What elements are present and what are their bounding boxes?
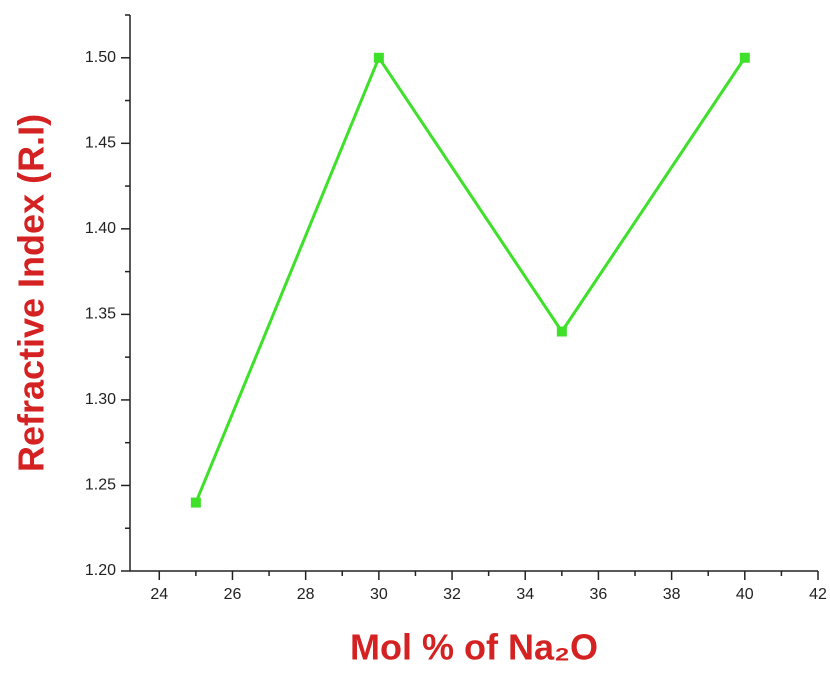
- y-tick-label: 1.35: [85, 306, 116, 323]
- y-tick-label: 1.45: [85, 135, 116, 152]
- x-tick-label: 40: [736, 586, 754, 603]
- data-line: [194, 54, 747, 504]
- x-tick-label: 30: [370, 586, 388, 603]
- x-tick-label: 34: [516, 586, 534, 603]
- y-tick-label: 1.50: [85, 49, 116, 66]
- y-tick-label: 1.40: [85, 220, 116, 237]
- y-tick-label: 1.30: [85, 391, 116, 408]
- y-tick-label: 1.25: [85, 477, 116, 494]
- data-point: [373, 52, 384, 63]
- x-tick-label: 26: [224, 586, 242, 603]
- data-point: [556, 326, 567, 337]
- x-tick-label: 36: [590, 586, 608, 603]
- x-tick-label: 42: [809, 586, 827, 603]
- y-tick-label: 1.20: [85, 562, 116, 579]
- data-point: [739, 52, 750, 63]
- x-tick-label: 28: [297, 586, 315, 603]
- x-axis-label: Mol % of Na₂O: [350, 627, 598, 668]
- x-tick-label: 24: [150, 586, 168, 603]
- x-tick-label: 38: [663, 586, 681, 603]
- data-point: [190, 497, 201, 508]
- y-axis-label: Refractive Index (R.I): [11, 114, 52, 472]
- x-tick-label: 32: [443, 586, 461, 603]
